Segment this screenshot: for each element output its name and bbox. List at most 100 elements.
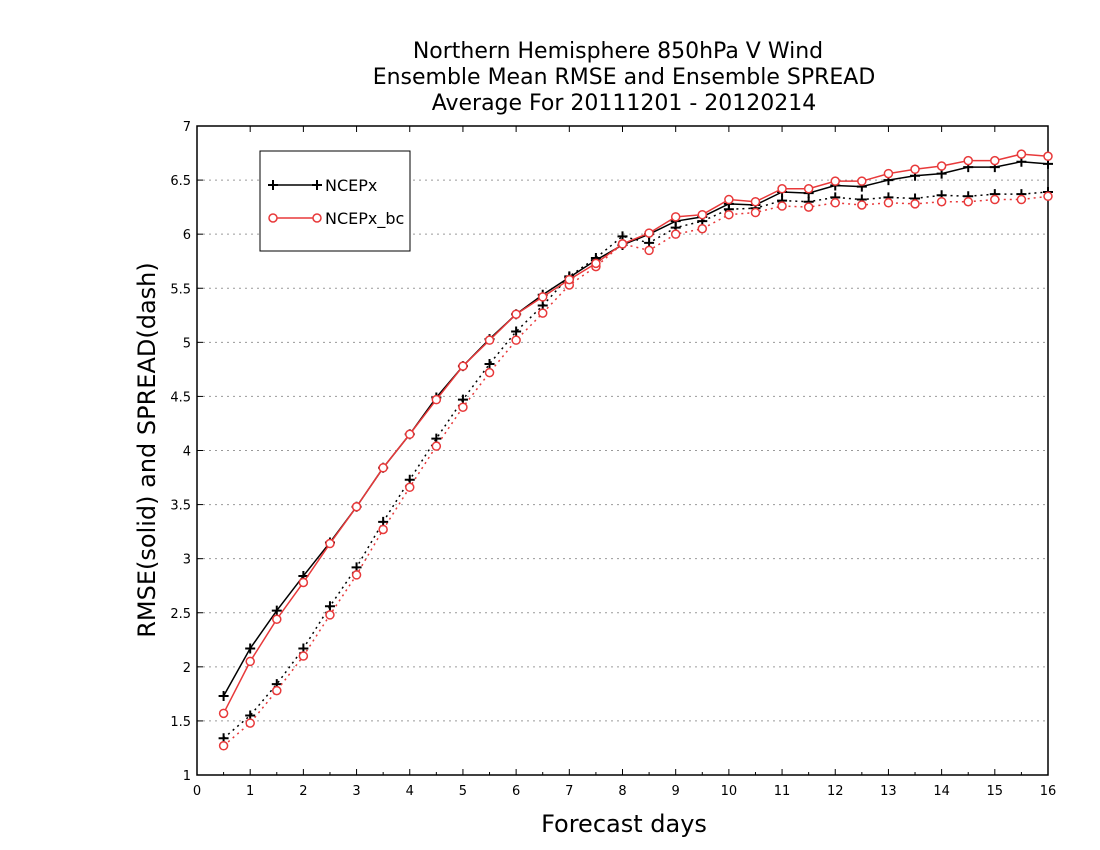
x-tick-label: 10 [721, 784, 738, 799]
legend-label: NCEPx_bc [325, 209, 404, 229]
ncepx-bc-rmse-point [910, 164, 920, 175]
ncepx-bc-rmse-point [697, 209, 708, 220]
legend-item-ncepx: NCEPx [268, 176, 377, 195]
ncepx-rmse-point [218, 691, 229, 702]
ncepx-spread-series [218, 186, 1053, 744]
legend-label: NCEPx [325, 176, 377, 195]
ncepx-bc-spread-point [1043, 191, 1053, 202]
legend-box [259, 150, 411, 252]
x-tick-label: 11 [774, 784, 791, 799]
y-tick-label: 5 [183, 336, 191, 351]
ncepx-bc-spread-series [218, 191, 1053, 751]
x-tick-label: 3 [352, 784, 360, 799]
ncepx-bc-rmse-point [644, 228, 654, 238]
x-tick-label: 8 [618, 784, 626, 799]
ncepx-bc-rmse-point [272, 614, 282, 624]
ncepx-bc-spread-point [697, 224, 708, 234]
gridlines [197, 179, 1048, 722]
ncepx-bc-spread-point [272, 685, 282, 696]
ncepx-bc-rmse-point [245, 656, 255, 667]
y-tick-label: 4 [183, 445, 191, 460]
ncepx-bc-spread-point [936, 196, 947, 207]
y-tick-label: 7 [183, 120, 191, 135]
ncepx-bc-rmse-point [724, 194, 734, 205]
ncepx-bc-rmse-point [351, 501, 362, 512]
x-axis: 0 1 2 3 4 5 6 7 8 9 10 11 12 13 14 15 16 [193, 126, 1056, 799]
y-tick-label: 2 [183, 661, 191, 676]
ncepx-rmse-point [245, 643, 256, 654]
ncepx-bc-spread-point [1016, 194, 1027, 205]
title-line-3: Average For 20111201 - 20120214 [432, 91, 817, 116]
ncepx-bc-spread-point [777, 201, 787, 211]
ncepx-bc-rmse-point [405, 429, 415, 440]
x-tick-label: 15 [987, 784, 1004, 799]
x-tick-label: 12 [827, 784, 844, 799]
ncepx-bc-spread-point [431, 441, 442, 451]
ncepx-rmse-point [271, 605, 282, 616]
ncepx-bc-rmse-point [936, 161, 947, 171]
x-tick-label: 7 [565, 784, 573, 799]
x-tick-label: 4 [406, 784, 414, 799]
legend: NCEPx NCEPx_bc [259, 150, 411, 252]
ncepx-bc-rmse-point [990, 155, 1000, 166]
ncepx-bc-spread-point [830, 198, 840, 208]
ncepx-bc-rmse-point [511, 309, 521, 319]
ncepx-bc-spread-point [351, 570, 362, 580]
ncepx-bc-spread-line [223, 195, 1049, 747]
ncepx-bc-spread-point [803, 202, 814, 212]
ncepx-bc-spread-point [458, 402, 468, 412]
ncepx-bc-rmse-point [750, 196, 761, 207]
x-tick-label: 14 [933, 784, 950, 799]
ncepx-bc-spread-point [883, 198, 894, 208]
x-tick-label: 6 [512, 784, 520, 799]
legend-marker [312, 213, 322, 223]
x-tick-label: 9 [672, 784, 680, 799]
y-tick-label: 1.5 [170, 715, 191, 730]
ncepx-spread-point [324, 601, 335, 612]
ncepx-bc-spread-point [644, 245, 654, 256]
ncepx-spread-line [223, 191, 1049, 739]
ncepx-bc-spread-point [218, 741, 229, 751]
ncepx-bc-rmse-point [431, 394, 442, 405]
ncepx-bc-spread-point [245, 718, 255, 728]
legend-marker [268, 180, 278, 190]
ncepx-bc-rmse-point [298, 577, 309, 588]
ncepx-bc-spread-point [963, 196, 973, 207]
ncepx-bc-spread-point [537, 308, 548, 318]
y-axis-title: RMSE(solid) and SPREAD(dash) [133, 262, 161, 638]
ncepx-bc-spread-point [990, 194, 1000, 205]
ncepx-bc-rmse-point [857, 176, 867, 186]
x-tick-label: 16 [1040, 784, 1057, 799]
chart-title: Northern Hemisphere 850hPa V Wind Ensemb… [373, 39, 876, 116]
ncepx-bc-rmse-point [537, 292, 548, 302]
y-tick-label: 6 [183, 228, 191, 243]
ncepx-bc-spread-point [405, 482, 415, 493]
ncepx-bc-rmse-point [777, 183, 787, 194]
ncepx-bc-rmse-point [325, 538, 335, 549]
ncepx-bc-rmse-point [564, 274, 575, 285]
ncepx-bc-spread-point [511, 335, 521, 345]
legend-marker [268, 213, 278, 223]
ncepx-spread-point [511, 326, 522, 337]
x-tick-label: 1 [246, 784, 254, 799]
ncepx-bc-rmse-point [1016, 149, 1027, 159]
ncepx-bc-rmse-point [883, 168, 894, 179]
ncepx-bc-spread-point [325, 610, 335, 620]
series-layer [218, 149, 1053, 751]
ncepx-bc-spread-point [484, 367, 495, 378]
ncepx-bc-spread-point [857, 200, 867, 210]
y-tick-label: 1 [183, 769, 191, 784]
ncepx-bc-spread-point [750, 207, 761, 218]
ncepx-bc-rmse-point [963, 155, 973, 166]
y-tick-label: 3 [183, 553, 191, 568]
ncepx-bc-rmse-point [830, 176, 840, 186]
ncepx-bc-spread-point [670, 229, 681, 239]
ncepx-bc-rmse-point [670, 212, 681, 222]
title-line-1: Northern Hemisphere 850hPa V Wind [413, 39, 823, 64]
x-tick-label: 2 [299, 784, 307, 799]
ncepx-bc-spread-point [298, 651, 309, 661]
y-axis: 1 1.5 2 2.5 3 3.5 4 4.5 5 5.5 6 6.5 7 [170, 120, 203, 784]
x-tick-label: 5 [459, 784, 467, 799]
ncepx-bc-rmse-point [218, 708, 229, 719]
